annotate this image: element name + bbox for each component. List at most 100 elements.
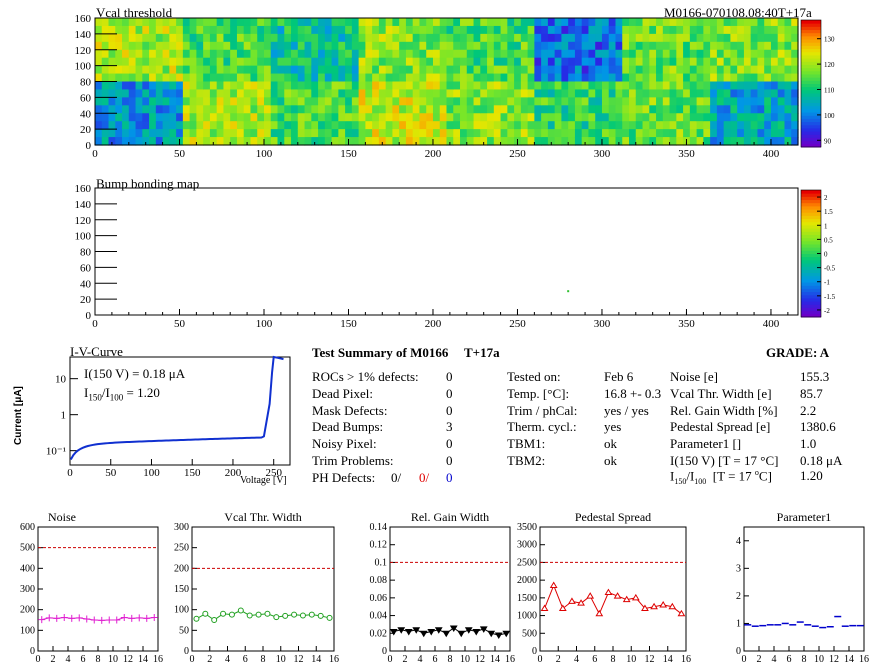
plot-0-point [53,614,61,622]
condition-value: yes [604,419,622,435]
plot-4-title: Parameter1 [777,510,832,524]
defect-label: Mask Defects: [312,402,388,418]
result-label: Rel. Gain Width [%] [670,402,778,418]
bump-scale-cell [801,263,821,267]
iv-ytick-label: 10 [55,374,67,386]
bump-scale-cell [801,301,821,305]
iv-curve-line [69,355,284,461]
ph-defect-value-1: 0/ [419,470,430,485]
iv-title: I-V-Curve [70,344,123,359]
condition-label: Tested on: [507,369,561,384]
iv-i150-label: I(150 V) = 0.18 μA [84,366,186,381]
plot-2-point [434,627,443,634]
plot-3-point [586,592,595,599]
result-value: 2.2 [800,402,817,418]
plot-0-point [68,614,76,622]
bump-scale-cell [801,202,821,207]
bump-scale-cell [801,243,821,248]
plot-1-ytick-label: 0 [184,646,189,657]
bump-xtick-label: 250 [509,318,526,330]
bump-defect-point [567,290,570,293]
bump-ytick-label: 80 [80,247,92,259]
plot-1-xtick-label: 14 [311,654,321,665]
plot-1-xtick-label: 0 [190,654,195,665]
bump-scale-cell [801,291,821,296]
result-label: Noise [e] [670,369,719,384]
plot-3-series-line [544,584,682,615]
bump-scale-label: -0.5 [824,265,836,273]
plot-3-ytick-label: 500 [522,628,537,639]
plot-3-xtick-label: 16 [681,654,691,665]
bump-scale-label: 1 [824,222,828,230]
bump-scale-cell [801,221,821,226]
plot-0-ytick-label: 0 [30,646,35,657]
plot-1-ytick-label: 200 [174,563,189,574]
bump-scale-cell [801,253,821,258]
iv-frame [69,356,291,466]
bump-scale-cell [801,313,821,318]
ph-defect-value-0: 0/ [391,470,402,485]
plot-4-xtick-label: 16 [859,654,869,665]
plot-2-ytick-label: 0.1 [375,557,388,568]
plot-2-point [442,630,451,638]
condition-value: Feb 6 [604,369,634,384]
plot-2-xtick-label: 6 [433,654,438,665]
plot-2-point [494,632,503,640]
iv-ratio-label: I150/I100 = 1.20 [84,385,160,403]
bump-scale-label: 1.5 [824,208,833,216]
plot-2-ytick-label: 0.02 [370,628,388,639]
plot-0-ytick-label: 200 [20,605,35,616]
bump-scale-cell [801,234,821,239]
plot-2-xtick-label: 12 [475,654,485,665]
plot-2-xtick-label: 16 [505,654,515,665]
ph-defect-value-2: 0 [446,470,453,485]
plot-3-ytick-label: 3000 [517,540,537,551]
plot-4-ytick-label: 3 [736,563,741,574]
plot-4-ytick-label: 4 [736,536,741,547]
result-value: 155.3 [800,369,830,384]
plot-2-xtick-label: 4 [418,654,423,665]
plot-4-xtick-label: 4 [772,654,777,665]
plot-4-ytick-label: 1 [736,618,741,629]
bump-scale-cell [801,209,821,213]
plot-4-xtick-label: 2 [757,654,762,665]
condition-label: TBM2: [507,453,546,468]
bump-scale-label: -2 [824,307,830,315]
ph-defects-label: PH Defects: [312,470,376,485]
plot-0-ytick-label: 400 [20,563,35,574]
plot-1-point [273,614,280,621]
bump-xtick-label: 300 [594,318,611,330]
plot-3-xtick-label: 8 [611,654,616,665]
defect-label: Trim Problems: [312,453,394,468]
plot-0-point [143,614,151,622]
plot-1-point [317,612,324,619]
bump-scale-cell [801,307,821,312]
plot-1-ytick-label: 250 [174,543,189,554]
plot-2-point [419,630,428,638]
iv-ytick-label: 1 [61,410,67,422]
plot-0-xtick-label: 10 [108,654,118,665]
plot-1-frame [191,526,335,652]
iv-xlabel: Voltage [V] [240,475,287,486]
plot-1-ytick-label: 100 [174,605,189,616]
plot-2-point [449,625,458,632]
plot-3-point [558,604,567,611]
plot-1-xtick-label: 2 [207,654,212,665]
plot-1-ytick-label: 150 [174,584,189,595]
plot-0-point [38,616,46,624]
plot-4-ytick-label: 0 [736,646,741,657]
bump-ytick-label: 20 [80,294,92,306]
bump-scale-cell [801,212,821,216]
bump-ytick-label: 120 [75,215,92,227]
defect-value: 0 [446,436,453,452]
plot-1-title: Vcal Thr. Width [224,510,301,524]
plot-2-point [479,626,488,633]
bump-ytick-label: 100 [75,231,92,243]
plot-1-xtick-label: 16 [329,654,339,665]
plot-2-xtick-label: 2 [403,654,408,665]
plot-2-ytick-label: 0.12 [370,540,388,551]
plot-2-ytick-label: 0.08 [370,575,388,586]
bump-xtick-label: 50 [174,318,186,330]
plot-3-point [659,600,668,608]
